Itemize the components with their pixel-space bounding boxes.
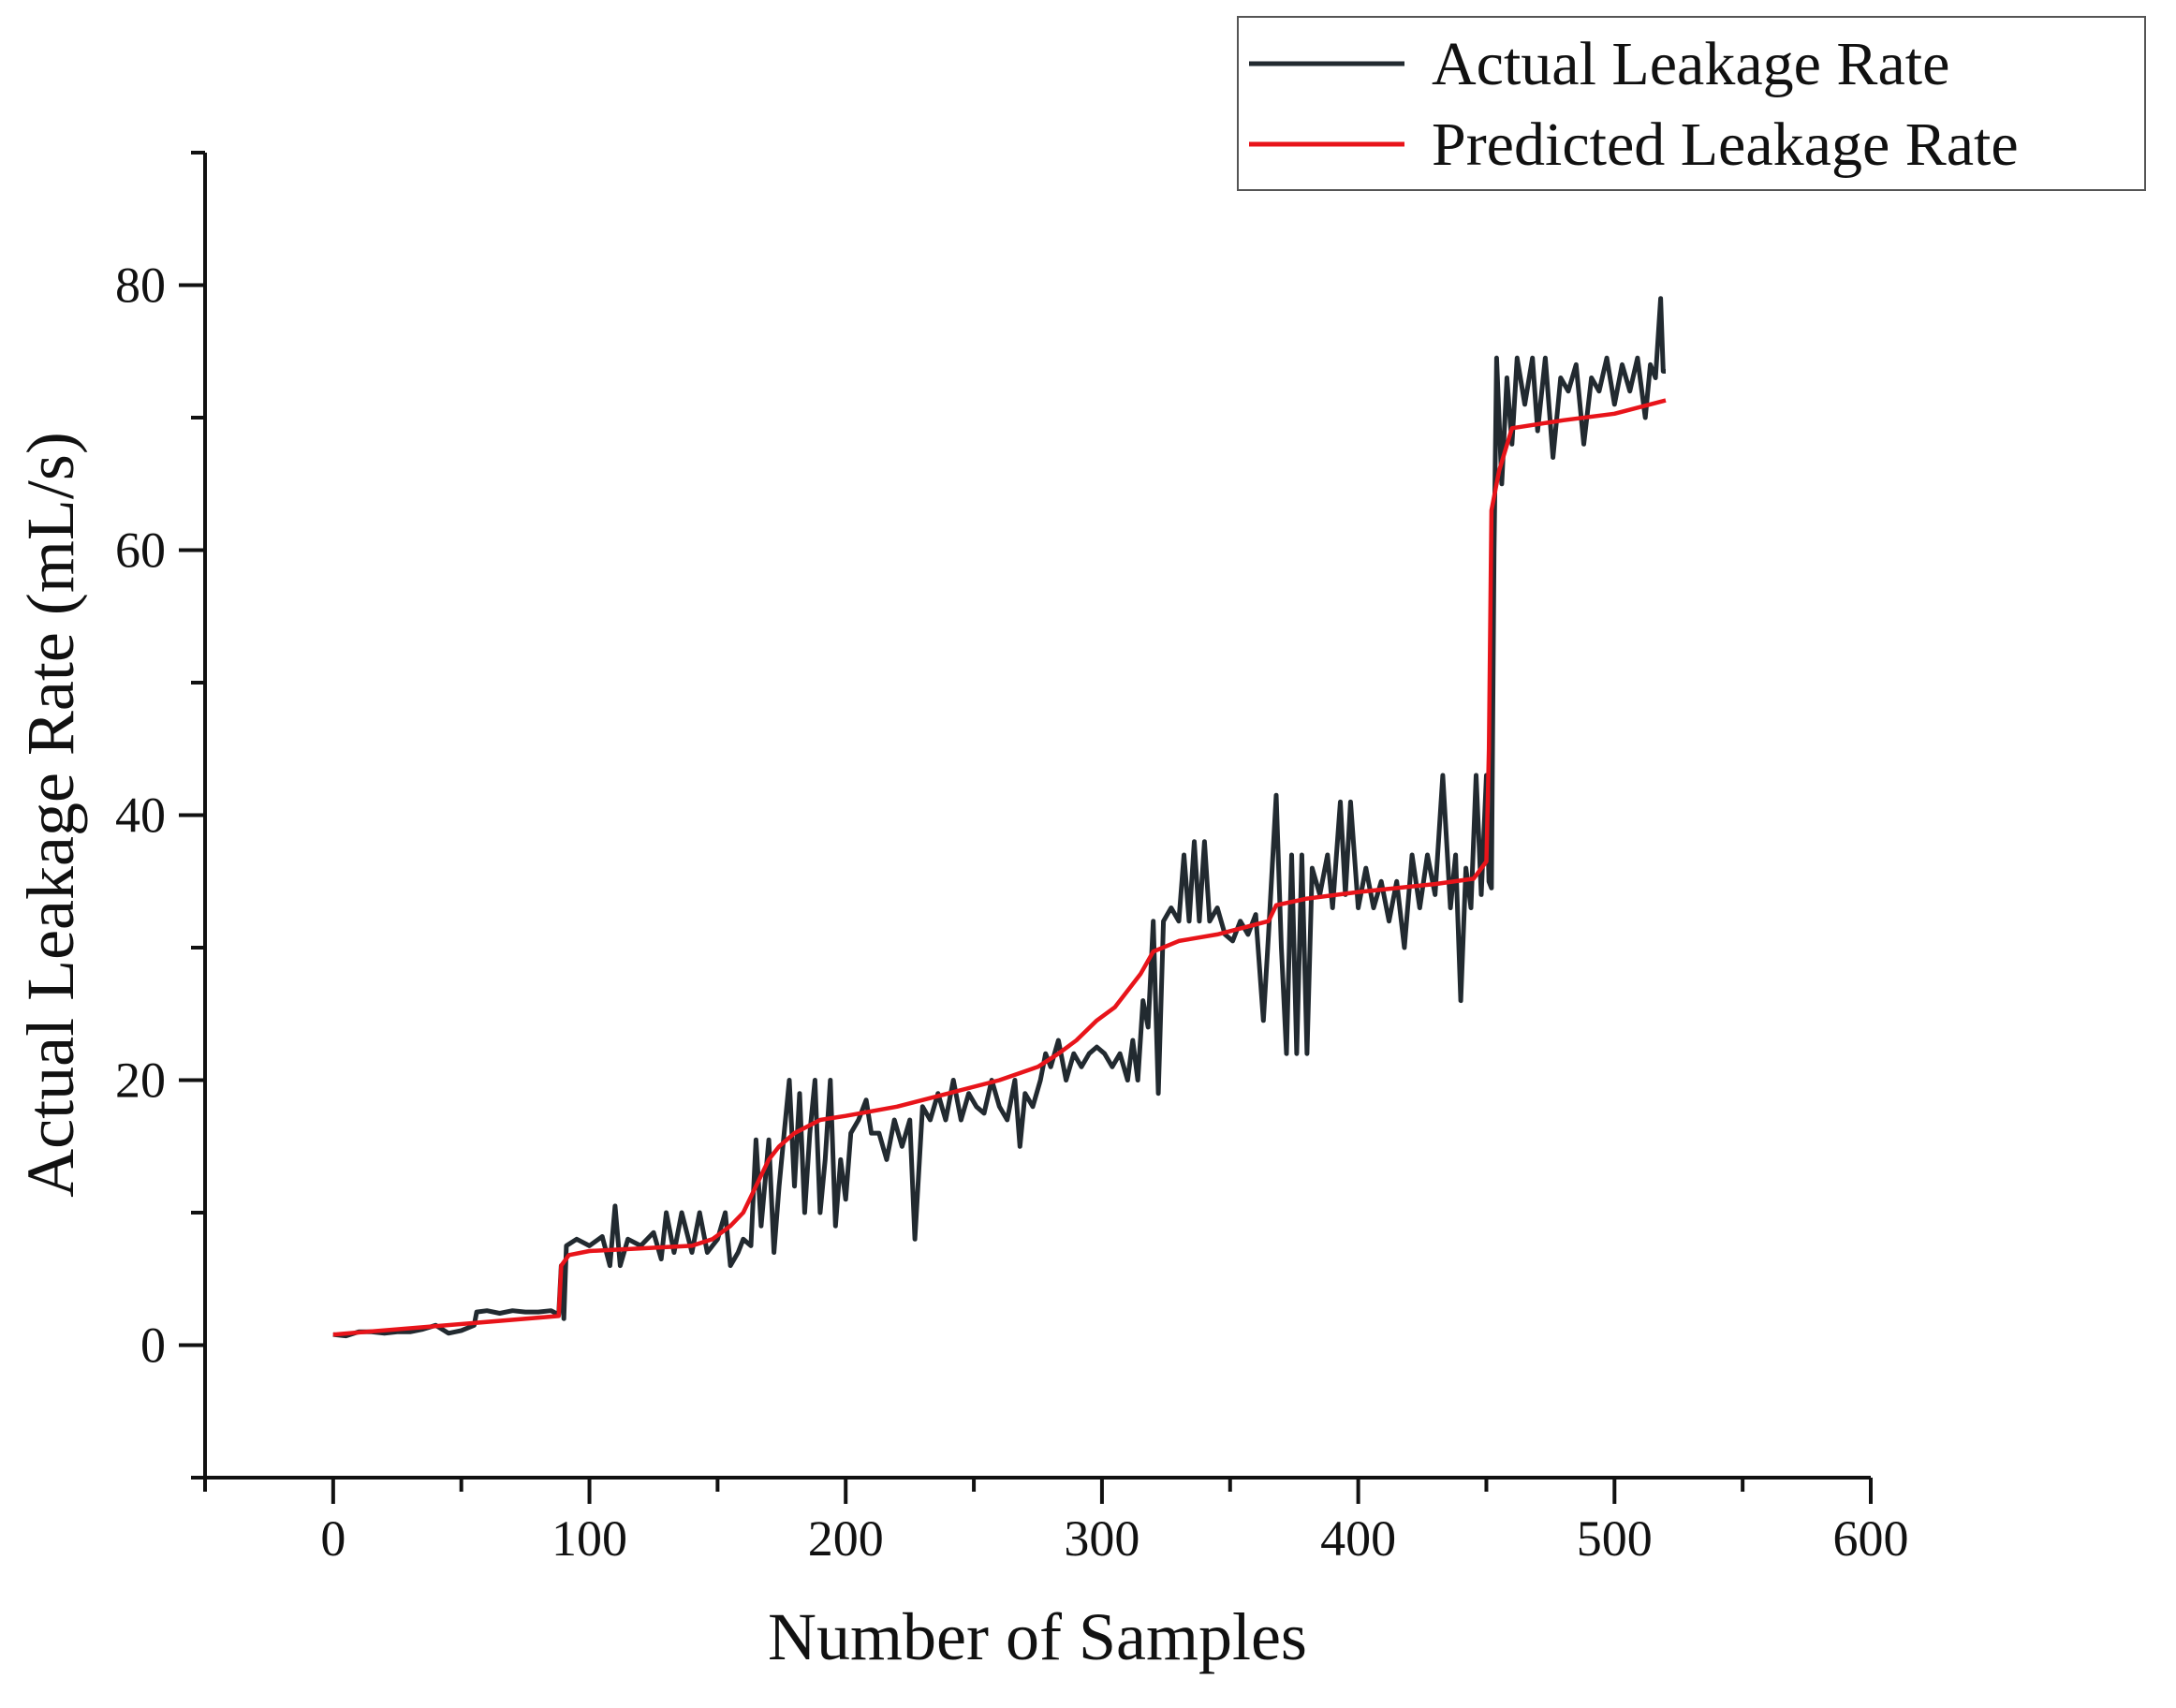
y-tick-label: 40 [115, 788, 166, 844]
y-tick-label: 0 [140, 1318, 166, 1374]
legend-label: Predicted Leakage Rate [1432, 110, 2019, 179]
x-tick-label: 500 [1577, 1510, 1653, 1567]
series-line [332, 296, 1666, 1339]
y-tick-label: 60 [115, 523, 166, 579]
y-tick-label: 80 [115, 258, 166, 314]
legend-box [1237, 16, 2146, 191]
x-tick-label: 600 [1833, 1510, 1909, 1567]
y-axis-label: Actual Leakage Rate (mL/s) [13, 432, 88, 1198]
x-axis-label: Number of Samples [768, 1599, 1307, 1674]
x-tick-label: 200 [808, 1510, 884, 1567]
x-tick-label: 300 [1064, 1510, 1139, 1567]
series-line [332, 398, 1667, 1337]
legend-label: Actual Leakage Rate [1432, 30, 1949, 98]
x-tick-label: 100 [551, 1510, 627, 1567]
y-tick-label: 20 [115, 1053, 166, 1109]
x-tick-label: 400 [1320, 1510, 1396, 1567]
x-tick-label: 0 [320, 1510, 346, 1567]
